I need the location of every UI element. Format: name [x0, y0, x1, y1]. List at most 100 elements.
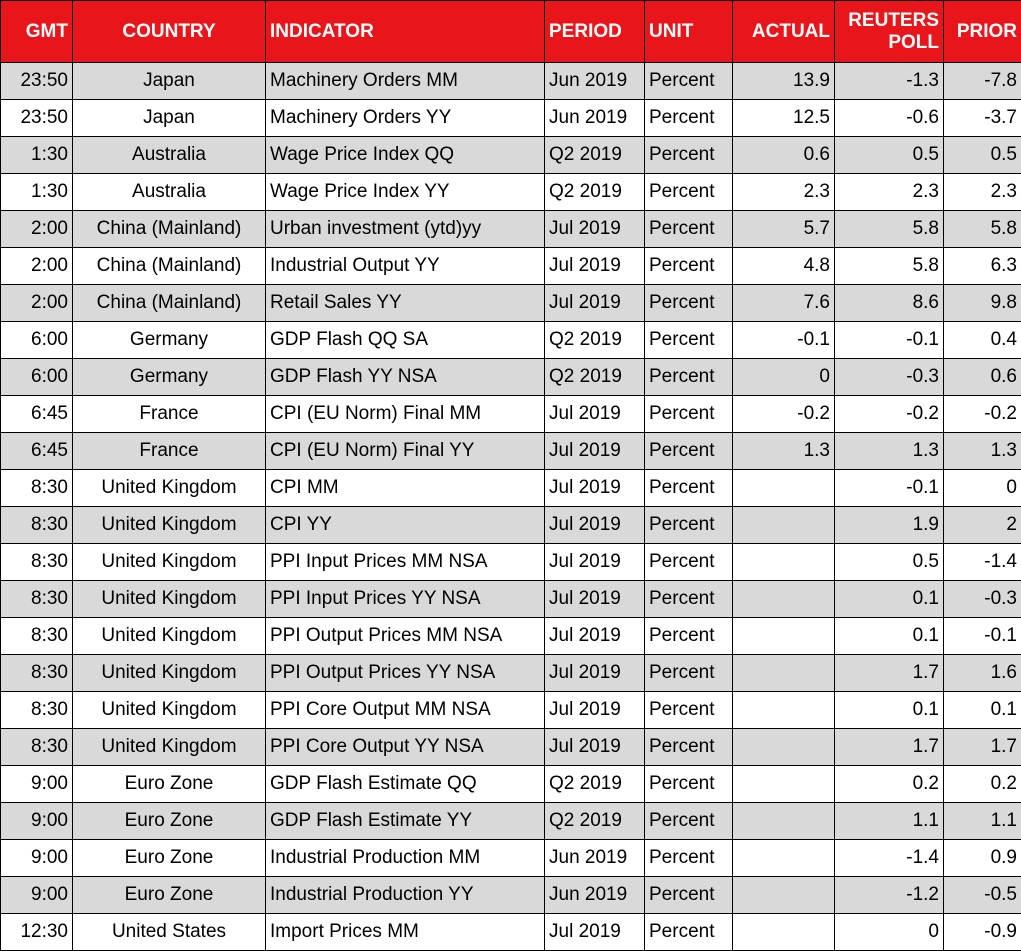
table-cell: 8:30 — [1, 655, 73, 692]
header-cell: COUNTRY — [73, 1, 266, 63]
table-cell: 1.3 — [733, 433, 835, 470]
table-cell: Percent — [645, 100, 733, 137]
table-cell: Percent — [645, 544, 733, 581]
table-cell: -0.2 — [733, 396, 835, 433]
table-cell: CPI MM — [266, 470, 545, 507]
table-cell: 2.3 — [944, 174, 1021, 211]
table-cell: Jul 2019 — [545, 581, 645, 618]
table-cell: 0.4 — [944, 322, 1021, 359]
table-cell: Percent — [645, 692, 733, 729]
table-cell: 0.1 — [835, 692, 944, 729]
table-cell: Jul 2019 — [545, 692, 645, 729]
table-cell: 5.8 — [835, 211, 944, 248]
table-cell: Euro Zone — [73, 803, 266, 840]
table-cell: United Kingdom — [73, 544, 266, 581]
table-cell: -0.3 — [835, 359, 944, 396]
table-cell: Percent — [645, 914, 733, 951]
table-cell: Q2 2019 — [545, 322, 645, 359]
table-cell: 1:30 — [1, 174, 73, 211]
table-cell: 1.7 — [944, 729, 1021, 766]
table-cell: Percent — [645, 137, 733, 174]
table-cell — [733, 766, 835, 803]
table-cell: Jul 2019 — [545, 433, 645, 470]
table-cell: Jul 2019 — [545, 470, 645, 507]
table-cell: 1:30 — [1, 137, 73, 174]
table-cell: 1.1 — [944, 803, 1021, 840]
table-cell: United Kingdom — [73, 507, 266, 544]
table-cell: Jul 2019 — [545, 507, 645, 544]
table-cell: GDP Flash YY NSA — [266, 359, 545, 396]
table-cell: Jul 2019 — [545, 544, 645, 581]
table-cell: Percent — [645, 359, 733, 396]
table-cell: -0.2 — [944, 396, 1021, 433]
table-cell: GDP Flash Estimate YY — [266, 803, 545, 840]
table-cell — [733, 581, 835, 618]
table-cell: 2:00 — [1, 248, 73, 285]
table-cell: China (Mainland) — [73, 248, 266, 285]
table-cell: France — [73, 396, 266, 433]
table-cell: Percent — [645, 322, 733, 359]
table-cell — [733, 729, 835, 766]
table-cell: United Kingdom — [73, 618, 266, 655]
table-cell: Percent — [645, 766, 733, 803]
table-cell: 9.8 — [944, 285, 1021, 322]
table-cell: 13.9 — [733, 63, 835, 100]
table-cell: 4.8 — [733, 248, 835, 285]
table-cell: Machinery Orders YY — [266, 100, 545, 137]
table-cell: Percent — [645, 840, 733, 877]
table-cell — [733, 877, 835, 914]
table-cell: 9:00 — [1, 766, 73, 803]
table-cell: 12.5 — [733, 100, 835, 137]
table-cell: CPI (EU Norm) Final YY — [266, 433, 545, 470]
table-cell: Jun 2019 — [545, 877, 645, 914]
table-cell: Percent — [645, 211, 733, 248]
table-cell: 12:30 — [1, 914, 73, 951]
table-cell: 2.3 — [835, 174, 944, 211]
table-cell: 0 — [733, 359, 835, 396]
table-cell: 0.1 — [944, 692, 1021, 729]
table-cell: 9:00 — [1, 803, 73, 840]
table-cell: Jul 2019 — [545, 396, 645, 433]
table-cell: -1.4 — [944, 544, 1021, 581]
table-cell: Jul 2019 — [545, 211, 645, 248]
table-cell: 8:30 — [1, 581, 73, 618]
table-cell: 6:00 — [1, 322, 73, 359]
table-cell: Percent — [645, 655, 733, 692]
table-cell: -0.3 — [944, 581, 1021, 618]
table-cell: Jun 2019 — [545, 100, 645, 137]
table-cell: Euro Zone — [73, 766, 266, 803]
table-cell: United Kingdom — [73, 470, 266, 507]
table-cell: China (Mainland) — [73, 211, 266, 248]
table-cell: 8:30 — [1, 470, 73, 507]
table-cell: 2:00 — [1, 285, 73, 322]
header-cell: ACTUAL — [733, 1, 835, 63]
table-cell: Jul 2019 — [545, 618, 645, 655]
table-cell: 6:45 — [1, 433, 73, 470]
table-cell: 8:30 — [1, 692, 73, 729]
table-cell: -7.8 — [944, 63, 1021, 100]
table-cell: 6:00 — [1, 359, 73, 396]
table-cell — [733, 803, 835, 840]
table-cell: -0.1 — [733, 322, 835, 359]
table-cell — [733, 840, 835, 877]
table-cell: 2.3 — [733, 174, 835, 211]
table-cell: Percent — [645, 470, 733, 507]
table-cell: 9:00 — [1, 877, 73, 914]
table-cell: 0.2 — [944, 766, 1021, 803]
table-cell: 2 — [944, 507, 1021, 544]
table-cell — [733, 470, 835, 507]
table-cell: Percent — [645, 618, 733, 655]
table-cell: -1.4 — [835, 840, 944, 877]
table-cell: CPI YY — [266, 507, 545, 544]
